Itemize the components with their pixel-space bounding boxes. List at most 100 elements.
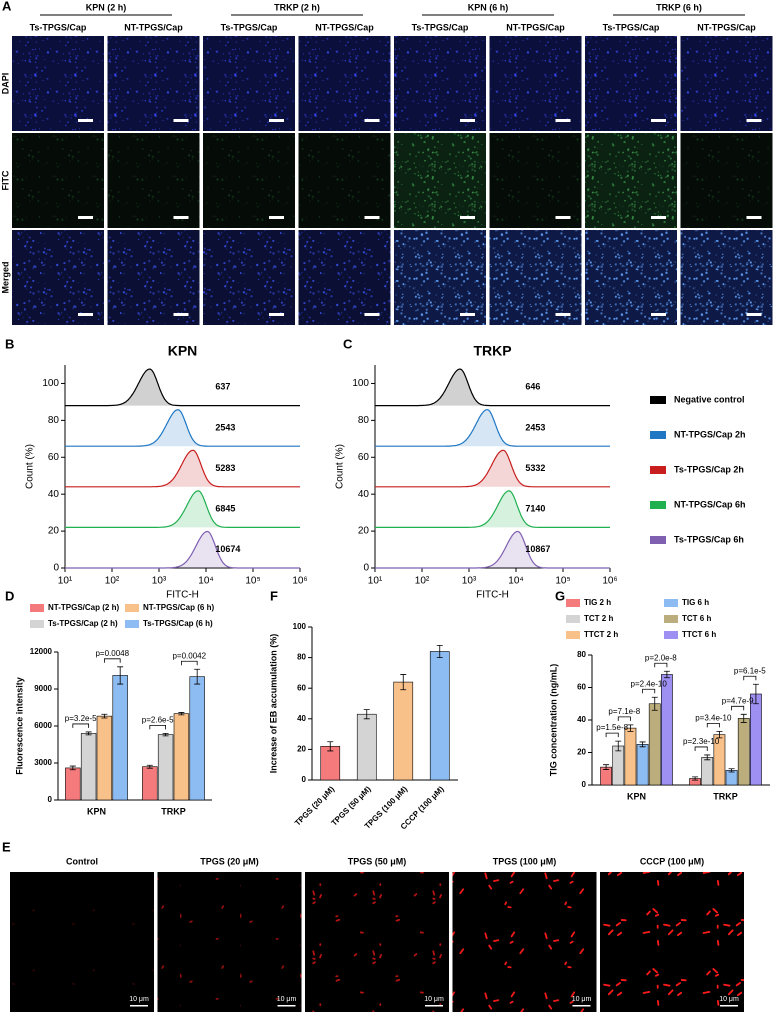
column-title: NT-TPGS/Cap — [697, 22, 756, 32]
micrograph — [585, 36, 677, 131]
x-tick-label: 10⁵ — [245, 576, 260, 587]
y-tick-label: 20 — [358, 526, 370, 537]
legend-label: TCT 6 h — [682, 614, 711, 623]
legend-label: TCT 2 h — [584, 614, 613, 623]
panel-label: G — [555, 588, 565, 603]
legend-swatch — [650, 466, 666, 474]
histogram-curve — [375, 530, 610, 569]
y-axis-label: Count (%) — [335, 444, 346, 489]
y-tick-label: 100 — [293, 622, 307, 631]
micrograph — [680, 36, 773, 131]
column-title: NT-TPGS/Cap — [315, 22, 374, 32]
row-title: DAPI — [0, 73, 10, 95]
legend-label: Ts-TPGS/Cap (2 h) — [48, 619, 118, 628]
error-bar — [639, 741, 646, 748]
scale-bar — [555, 119, 571, 122]
median-label: 5283 — [215, 463, 235, 473]
image-title: CCCP (100 μM) — [640, 856, 704, 866]
error-bar — [400, 674, 407, 691]
bar — [157, 734, 174, 801]
x-tick-label: KPN — [627, 791, 646, 801]
median-label: 646 — [525, 382, 540, 392]
median-label: 637 — [215, 382, 230, 392]
column-title: Ts-TPGS/Cap — [412, 22, 469, 32]
y-tick-label: 80 — [48, 415, 60, 426]
micrograph — [489, 230, 582, 325]
group-title: TRKP (6 h) — [656, 2, 702, 12]
error-bar — [740, 713, 747, 723]
micrograph — [394, 36, 486, 131]
legend-swatch — [650, 396, 666, 404]
scale-bar — [555, 216, 571, 219]
scale-bar — [651, 216, 666, 219]
row-title: FITC — [0, 170, 10, 190]
histogram-fill — [375, 531, 610, 568]
image-title: Control — [66, 856, 98, 866]
error-bar — [716, 730, 723, 739]
legend-label: NT-TPGS/Cap (2 h) — [48, 603, 119, 612]
scale-bar — [364, 216, 380, 219]
histogram-fill — [65, 450, 300, 487]
column-title: Ts-TPGS/Cap — [30, 22, 87, 32]
micrograph — [203, 230, 295, 325]
panel-label: A — [2, 0, 12, 13]
micrograph — [394, 133, 486, 228]
x-tick-label: 10³ — [462, 576, 477, 587]
x-tick-label: TRKP — [713, 791, 738, 801]
x-tick-label: KPN — [87, 806, 106, 816]
micrograph — [10, 872, 154, 1012]
error-bar — [615, 740, 622, 752]
legend-swatch — [664, 631, 678, 639]
micrograph — [107, 36, 200, 131]
legend-swatch — [566, 615, 580, 623]
y-tick-label: 3000 — [34, 758, 52, 767]
p-value: p=1.5e-8 — [596, 723, 628, 732]
bar — [189, 676, 205, 801]
histogram-fill — [375, 450, 610, 487]
legend-label: Ts-TPGS/Cap (6 h) — [143, 619, 213, 628]
error-bar — [728, 768, 735, 773]
y-tick-label: 12000 — [30, 647, 53, 656]
micrograph — [305, 872, 449, 1012]
error-bar — [194, 668, 201, 685]
scale-bar — [173, 119, 189, 122]
bar — [356, 713, 377, 781]
bar — [320, 746, 341, 781]
histogram-curve — [65, 449, 300, 488]
scale-bar — [746, 313, 762, 316]
error-bar — [85, 731, 92, 736]
significance-bracket — [706, 722, 720, 728]
histogram-curve — [375, 409, 610, 447]
micrograph — [489, 36, 582, 131]
scale-bar — [173, 216, 189, 219]
error-bar — [704, 754, 711, 761]
panel-label: D — [5, 588, 14, 603]
legend-swatch — [566, 631, 580, 639]
x-axis-label: FITC-H — [166, 590, 199, 601]
bar — [661, 674, 673, 786]
column-title: Ts-TPGS/Cap — [221, 22, 278, 32]
legend-label: TTCT 6 h — [682, 630, 716, 639]
micrograph — [298, 230, 391, 325]
p-value: p=6.1e-5 — [734, 666, 766, 675]
error-bar — [603, 764, 610, 770]
micrograph — [680, 133, 773, 228]
p-value: p=2.3e-10 — [683, 737, 720, 746]
histogram-fill — [65, 531, 300, 568]
scale-bar — [78, 216, 93, 219]
histogram-curve — [375, 449, 610, 488]
significance-bracket — [654, 662, 668, 668]
legend-swatch — [125, 620, 139, 628]
legend-label: Negative control — [674, 394, 745, 404]
x-tick-label: 10⁶ — [292, 576, 307, 587]
x-axis-label: FITC-H — [476, 590, 509, 601]
panel-label: F — [270, 588, 278, 603]
chart-title: TRKP — [473, 343, 511, 359]
histogram-curve — [375, 490, 610, 528]
y-tick-label: 80 — [297, 653, 306, 662]
legend-label: NT-TPGS/Cap 2h — [674, 429, 746, 439]
legend-label: Ts-TPGS/Cap 2h — [674, 464, 744, 474]
micrograph — [298, 133, 391, 228]
scale-bar — [364, 313, 380, 316]
